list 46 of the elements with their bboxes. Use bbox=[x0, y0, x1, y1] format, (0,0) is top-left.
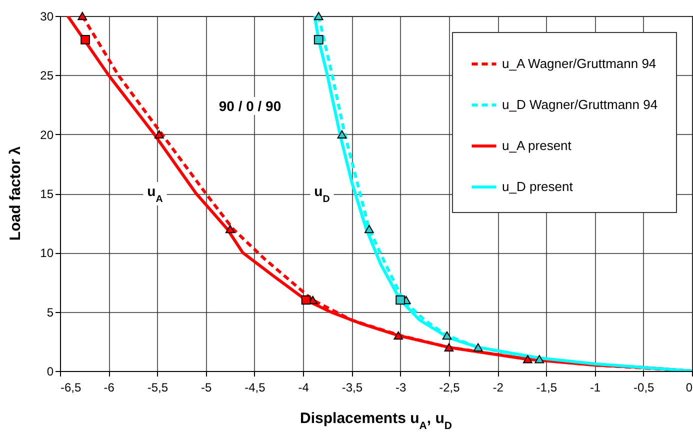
x-tick-label: -2,5 bbox=[439, 380, 460, 394]
y-tick-label: 30 bbox=[40, 10, 54, 24]
point bbox=[396, 295, 405, 305]
point bbox=[364, 224, 374, 234]
y-tick-label: 25 bbox=[40, 68, 54, 83]
y-tick-label: 20 bbox=[40, 128, 54, 142]
point bbox=[534, 355, 544, 364]
point bbox=[444, 343, 454, 352]
x-tick-label: 0 bbox=[686, 380, 693, 394]
legend-label: u_D present bbox=[502, 179, 574, 194]
x-axis-title: Displacements u$_{A}$, u$_{D}$ bbox=[300, 410, 452, 432]
point bbox=[442, 331, 452, 340]
x-tick-label: -5,5 bbox=[147, 380, 168, 394]
x-tick-label: -2 bbox=[492, 380, 504, 394]
x-tick-label: -5 bbox=[201, 380, 212, 394]
point bbox=[473, 343, 483, 352]
point bbox=[301, 295, 311, 305]
x-tick-label: -1,5 bbox=[536, 380, 558, 394]
x-tick-label: -6 bbox=[104, 380, 115, 394]
point bbox=[522, 355, 532, 364]
annotation: u$_{D}$ bbox=[314, 183, 330, 204]
point bbox=[80, 34, 90, 44]
legend-label: u_A Wagner/Gruttmann 94 bbox=[502, 56, 656, 71]
x-tick-label: -3 bbox=[395, 380, 406, 394]
x-tick-label: -6,5 bbox=[60, 380, 82, 394]
legend-label: u_A present bbox=[502, 138, 572, 153]
y-tick-label: 15 bbox=[40, 187, 54, 201]
point bbox=[78, 12, 88, 20]
annotation: 90 / 0 / 90 bbox=[218, 98, 282, 114]
y-tick-label: 5 bbox=[46, 305, 54, 320]
annotation: u$_{A}$ bbox=[147, 183, 163, 204]
point bbox=[394, 331, 404, 340]
x-tick-label: -4 bbox=[298, 380, 310, 394]
x-tick-label: -4,5 bbox=[244, 380, 266, 394]
point bbox=[314, 12, 324, 20]
x-tick-label: -0,5 bbox=[634, 380, 655, 394]
legend-label: u_D Wagner/Gruttmann 94 bbox=[502, 97, 658, 112]
point bbox=[154, 130, 164, 138]
point bbox=[337, 130, 347, 138]
point bbox=[314, 34, 324, 44]
x-tick-label: -1 bbox=[590, 380, 601, 394]
y-tick-label: 0 bbox=[46, 364, 54, 378]
y-axis-title: Load factor λ bbox=[7, 146, 24, 241]
point bbox=[225, 224, 235, 234]
y-tick-label: 10 bbox=[40, 246, 54, 260]
x-tick-label: -3,5 bbox=[342, 380, 363, 394]
